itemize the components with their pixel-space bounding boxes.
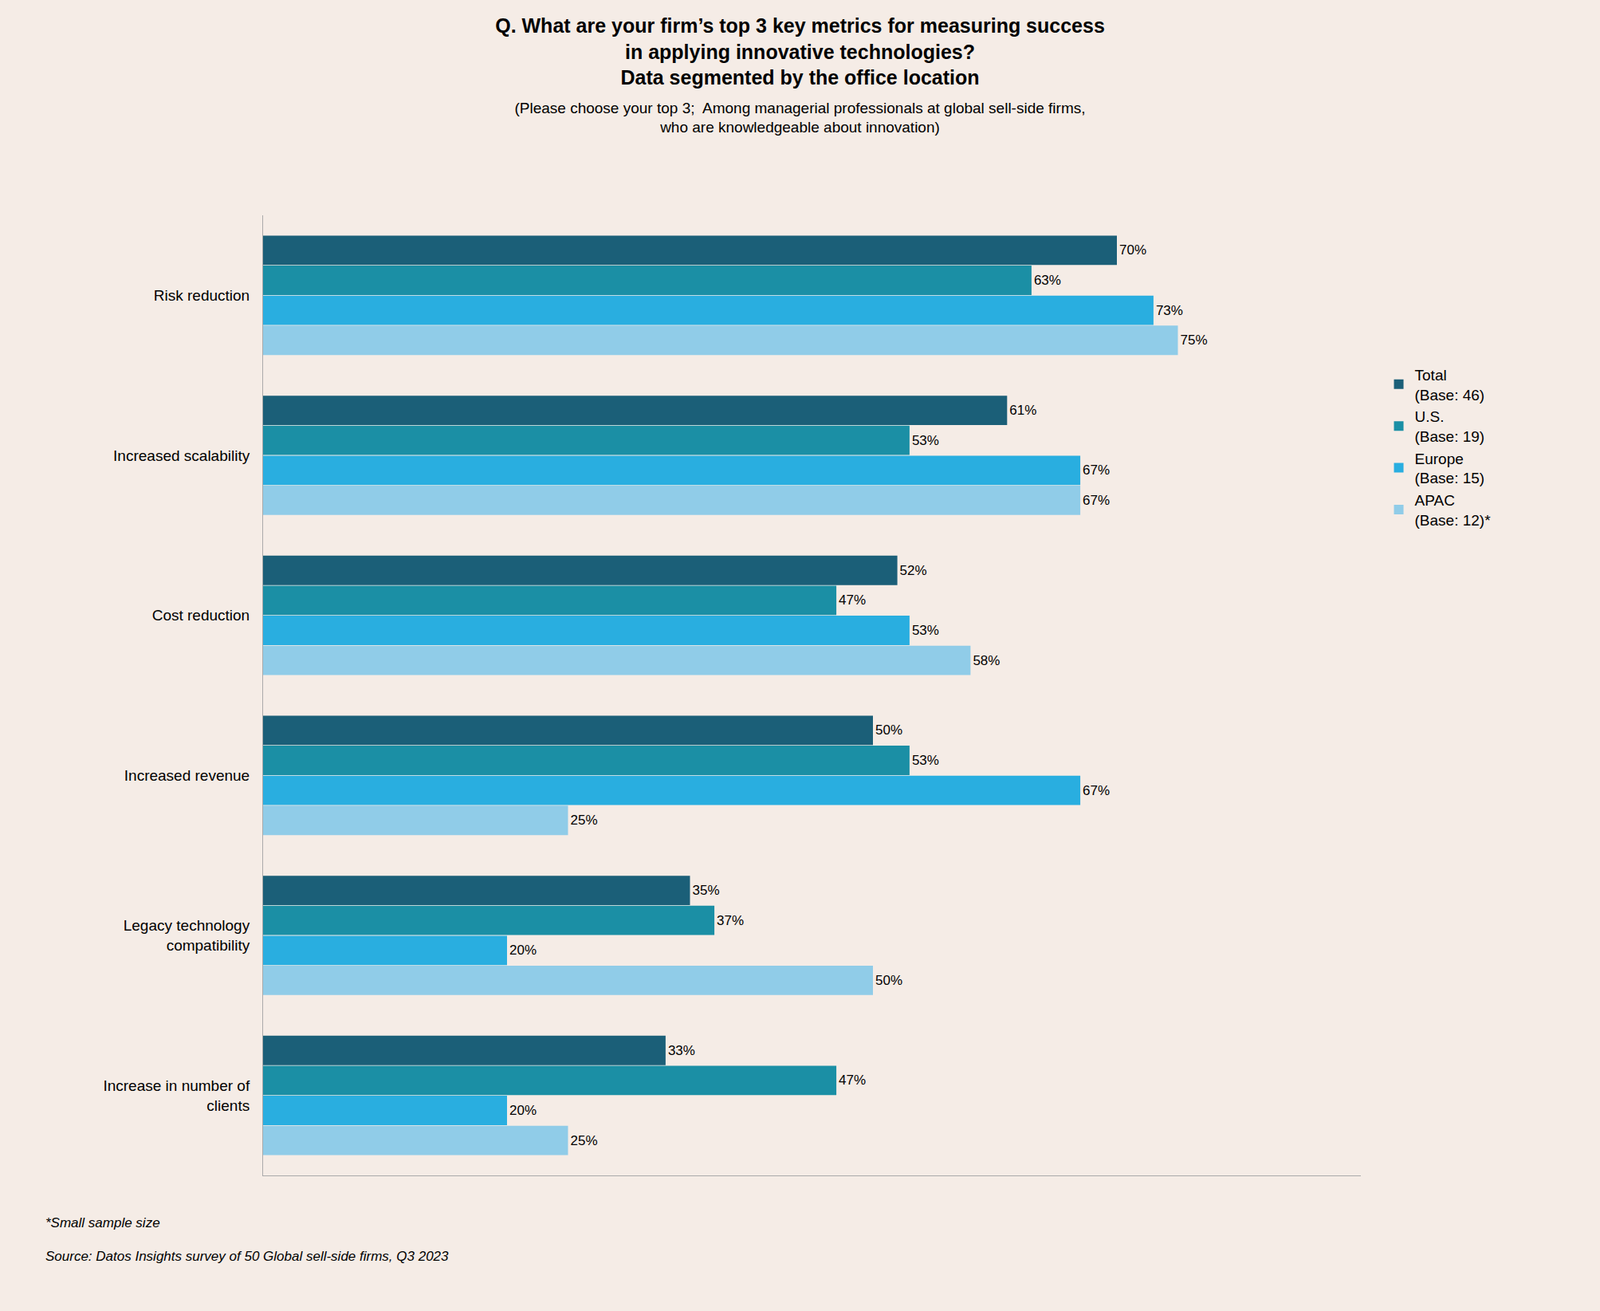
svg-text:70%: 70% <box>1119 242 1147 258</box>
svg-text:61%: 61% <box>1009 402 1037 418</box>
svg-text:50%: 50% <box>875 722 903 738</box>
svg-text:47%: 47% <box>838 592 866 608</box>
svg-text:73%: 73% <box>1155 302 1184 319</box>
svg-text:25%: 25% <box>570 812 598 828</box>
svg-text:Q. What are your firm’s top 3: Q. What are your firm’s top 3 key metric… <box>495 14 1105 89</box>
svg-text:58%: 58% <box>972 652 1000 669</box>
svg-text:50%: 50% <box>875 972 903 988</box>
svg-text:APAC(Base: 12)*: APAC(Base: 12)* <box>1415 491 1492 529</box>
svg-text:75%: 75% <box>1180 332 1208 348</box>
svg-text:(Please choose your top 3; Am: (Please choose your top 3; Among manager… <box>514 99 1086 137</box>
svg-text:53%: 53% <box>912 622 940 638</box>
svg-text:Europe(Base: 15): Europe(Base: 15) <box>1415 450 1486 488</box>
svg-text:20%: 20% <box>509 942 537 958</box>
svg-text:Increased revenue: Increased revenue <box>124 766 250 784</box>
svg-text:Increased scalability: Increased scalability <box>113 447 251 464</box>
svg-text:53%: 53% <box>912 432 940 449</box>
svg-text:Cost reduction: Cost reduction <box>152 606 251 624</box>
svg-text:35%: 35% <box>692 882 720 898</box>
svg-text:Legacy technologycompatibility: Legacy technologycompatibility <box>123 916 251 954</box>
svg-text:33%: 33% <box>668 1042 696 1058</box>
svg-text:20%: 20% <box>509 1102 537 1118</box>
svg-text:47%: 47% <box>838 1072 866 1088</box>
svg-text:52%: 52% <box>900 562 928 578</box>
svg-text:63%: 63% <box>1033 272 1062 288</box>
svg-text:37%: 37% <box>716 912 744 928</box>
svg-text:Source: Datos Insights survey: Source: Datos Insights survey of 50 Glob… <box>45 1248 449 1264</box>
svg-text:25%: 25% <box>570 1132 598 1148</box>
svg-text:67%: 67% <box>1082 492 1110 508</box>
svg-text:Increase in number ofclients: Increase in number ofclients <box>102 1077 250 1114</box>
svg-text:53%: 53% <box>912 752 940 768</box>
svg-text:67%: 67% <box>1082 462 1110 478</box>
svg-text:Total(Base: 46): Total(Base: 46) <box>1415 366 1486 404</box>
svg-text:U.S.(Base: 19): U.S.(Base: 19) <box>1415 408 1486 445</box>
svg-text:Risk reduction: Risk reduction <box>153 286 250 304</box>
svg-text:67%: 67% <box>1082 782 1110 799</box>
svg-text:*Small sample size: *Small sample size <box>45 1214 161 1231</box>
